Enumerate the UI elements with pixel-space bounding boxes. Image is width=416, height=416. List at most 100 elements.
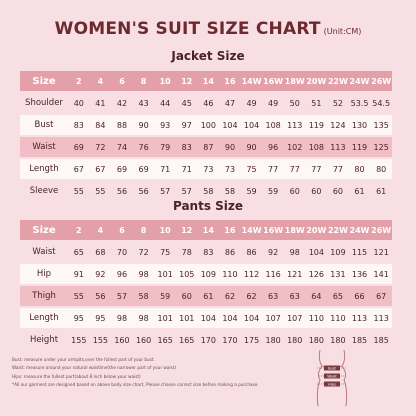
- table-cell: 86: [224, 247, 236, 257]
- note-bust: Bust: measure under your armpits,over th…: [12, 357, 155, 362]
- pants-section-title: Pants Size: [172, 199, 244, 213]
- table-cell: 79: [154, 137, 176, 157]
- table-cell: 41: [95, 98, 106, 108]
- header-size-cell: 22W: [327, 71, 349, 91]
- table-cell: 77: [283, 159, 306, 179]
- body-measurement-figure-icon: Bust Waist Hips: [316, 349, 348, 407]
- table-cell: 104: [197, 308, 220, 328]
- table-cell: 56: [138, 186, 149, 196]
- row-label: Waist: [32, 247, 56, 257]
- table-cell: 136: [348, 264, 371, 284]
- table-row: Length 95 95 98 98 101 101 104 104 104 107 107 110 11…: [20, 308, 392, 328]
- table-cell: 61: [354, 186, 365, 196]
- table-cell: 51: [311, 98, 322, 108]
- table-cell: 52: [332, 98, 344, 108]
- table-cell: 98: [132, 264, 155, 284]
- table-cell: 40: [73, 98, 84, 108]
- table-cell: 165: [179, 335, 195, 345]
- table-cell: 61: [197, 286, 220, 306]
- table-cell: 49: [246, 98, 257, 108]
- header-size-cell: 2: [68, 220, 90, 240]
- table-cell: 71: [175, 159, 198, 179]
- table-cell: 73: [219, 159, 241, 179]
- table-cell: 160: [114, 335, 130, 345]
- table-cell: 102: [283, 137, 306, 157]
- row-label: Waist: [20, 137, 68, 157]
- table-cell: 77: [262, 159, 284, 179]
- header-size-cell: 10: [154, 220, 176, 240]
- table-cell: 107: [283, 308, 306, 328]
- table-cell: 57: [160, 186, 171, 196]
- table-cell: 110: [305, 308, 328, 328]
- table-cell: 90: [240, 137, 263, 157]
- table-cell: 101: [175, 308, 198, 328]
- table-cell: 180: [265, 335, 281, 345]
- table-cell: 58: [203, 186, 214, 196]
- header-size-cell: 6: [111, 71, 133, 91]
- table-cell: 95: [68, 308, 90, 328]
- table-cell: 105: [175, 264, 198, 284]
- table-cell: 101: [154, 308, 176, 328]
- header-size-cell: 6: [111, 220, 133, 240]
- table-cell: 59: [268, 186, 279, 196]
- header-size-cell: 20W: [305, 71, 328, 91]
- header-size-cell: 14W: [240, 71, 263, 91]
- table-cell: 45: [181, 98, 192, 108]
- table-cell: 55: [73, 186, 84, 196]
- header-size-label: Size: [20, 71, 68, 91]
- row-label: Bust: [20, 115, 68, 135]
- row-label: Thigh: [20, 286, 68, 306]
- table-header-row: Size 2 4 6 8 10 12 14 16 14W 16W 18W 20W 22W 24W 26W: [20, 71, 392, 91]
- table-cell: 165: [157, 335, 173, 345]
- table-cell: 53.5: [350, 98, 369, 108]
- table-cell: 50: [289, 98, 300, 108]
- jacket-section-title: Jacket Size: [171, 49, 245, 63]
- table-cell: 119: [348, 137, 371, 157]
- pants-size-table: Size 2 4 6 8 10 12 14 16 14W 16W 18W 20W 22W 24W 26W Wai…: [20, 218, 392, 352]
- table-cell: 59: [246, 186, 257, 196]
- header-size-cell: 14: [197, 71, 220, 91]
- table-cell: 75: [240, 159, 263, 179]
- table-cell: 104: [240, 308, 263, 328]
- table-cell: 124: [327, 115, 349, 135]
- table-row: Waist 69 72 74 76 79 83 87 90 90 96 102 108 113 119 125: [20, 137, 392, 157]
- table-cell: 126: [305, 264, 328, 284]
- table-cell: 155: [92, 335, 109, 345]
- table-cell: 98: [111, 308, 133, 328]
- table-cell: 59: [154, 286, 176, 306]
- table-cell: 92: [268, 247, 279, 257]
- table-row: Hip 91 92 96 98 101 105 109 110 112 116 121 126 131 13…: [20, 264, 392, 284]
- table-cell: 90: [132, 115, 155, 135]
- table-cell: 97: [175, 115, 198, 135]
- figure-label-hips: Hips: [328, 383, 336, 387]
- header-size-cell: 14: [197, 220, 220, 240]
- table-cell: 58: [224, 186, 236, 196]
- table-cell: 57: [111, 286, 133, 306]
- table-cell: 49: [268, 98, 279, 108]
- table-cell: 56: [89, 286, 112, 306]
- table-cell: 119: [305, 115, 328, 135]
- table-cell: 113: [283, 115, 306, 135]
- table-cell: 108: [262, 115, 284, 135]
- table-cell: 107: [262, 308, 284, 328]
- table-cell: 70: [116, 247, 128, 257]
- table-cell: 68: [95, 247, 106, 257]
- table-cell: 72: [138, 247, 149, 257]
- header-size-cell: 16W: [262, 71, 284, 91]
- table-cell: 95: [89, 308, 112, 328]
- table-cell: 104: [219, 115, 241, 135]
- table-cell: 109: [330, 247, 346, 257]
- table-cell: 43: [138, 98, 149, 108]
- header-size-cell: 14W: [240, 220, 263, 240]
- table-cell: 175: [243, 335, 260, 345]
- table-cell: 55: [95, 186, 106, 196]
- table-cell: 180: [308, 335, 324, 345]
- table-cell: 80: [370, 159, 392, 179]
- header-size-cell: 2: [68, 71, 90, 91]
- table-cell: 98: [289, 247, 300, 257]
- table-cell: 96: [262, 137, 284, 157]
- table-cell: 170: [200, 335, 216, 345]
- row-label: Hip: [20, 264, 68, 284]
- table-cell: 73: [197, 159, 220, 179]
- note-disclaimer: *All our garment are designed based on a…: [12, 382, 259, 388]
